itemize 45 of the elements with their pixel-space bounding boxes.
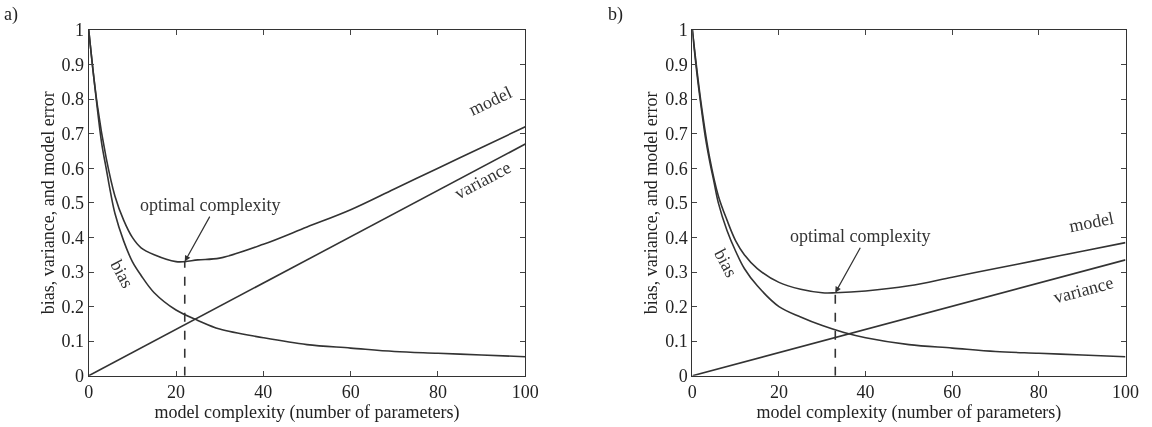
text: model (1067, 207, 1116, 237)
chart-title: b) (608, 4, 623, 25)
x-tick-label: 20 (167, 382, 186, 403)
y-tick-label: 0.6 (665, 158, 688, 179)
y-tick-label: 0 (678, 366, 688, 387)
y-tick-label: 0.6 (61, 158, 85, 179)
y-tick-label: 0.9 (665, 54, 688, 75)
y-tick-label: 0.4 (61, 227, 85, 248)
y-tick-label: 0.8 (61, 89, 85, 110)
x-axis-title: model complexity (number of parameters) (154, 402, 460, 424)
x-tick-label: 20 (769, 382, 788, 403)
y-tick-label: 0 (75, 366, 85, 387)
x-tick-label: 40 (856, 382, 875, 403)
x-tick-label: 100 (511, 382, 539, 403)
y-tick-label: 0.3 (61, 262, 85, 283)
text: variance (1051, 272, 1116, 308)
text: bias (106, 256, 138, 292)
annotation: optimal complexity (140, 195, 281, 215)
y-tick-label: 0.5 (665, 193, 688, 214)
x-tick-label: 100 (1112, 382, 1139, 403)
x-axis-title: model complexity (number of parameters) (756, 402, 1062, 424)
y-tick-label: 0.1 (61, 331, 85, 352)
x-tick-label: 80 (1029, 382, 1048, 403)
y-tick-label: 0.3 (665, 262, 688, 283)
y-tick-label: 0.1 (665, 331, 688, 352)
y-tick-label: 0.5 (61, 193, 85, 214)
y-tick-label: 0.2 (61, 296, 85, 317)
chart-title: a) (4, 4, 18, 25)
y-tick-label: 0.2 (665, 296, 688, 317)
annotation: optimal complexity (790, 226, 931, 246)
y-tick-label: 0.4 (665, 227, 688, 248)
text: model (465, 82, 515, 120)
y-axis-title: bias, variance, and model error (37, 91, 58, 315)
y-tick-label: 0.8 (665, 89, 688, 110)
x-tick-label: 40 (254, 382, 273, 403)
y-tick-label: 1 (75, 20, 85, 41)
y-axis-title: bias, variance, and model error (641, 91, 662, 315)
y-tick-label: 1 (678, 20, 688, 41)
y-tick-label: 0.7 (665, 123, 688, 144)
x-tick-label: 60 (341, 382, 360, 403)
x-tick-label: 60 (943, 382, 962, 403)
text: bias (710, 245, 742, 281)
x-tick-label: 80 (428, 382, 447, 403)
y-tick-label: 0.7 (61, 123, 85, 144)
y-tick-label: 0.9 (61, 54, 85, 75)
